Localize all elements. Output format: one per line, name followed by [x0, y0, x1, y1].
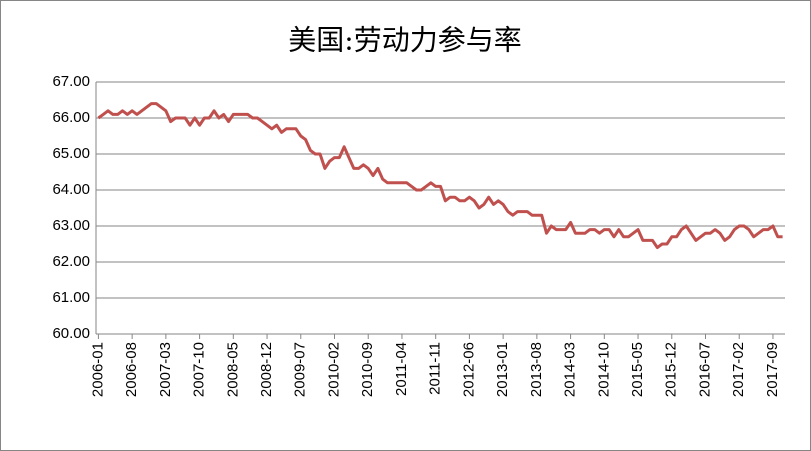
x-tick-label: 2013-01	[494, 342, 511, 397]
x-tick-label: 2014-03	[562, 342, 579, 397]
chart-title: 美国:劳动力参与率	[288, 24, 521, 57]
x-tick-label: 2008-12	[258, 342, 275, 397]
x-tick-label: 2007-10	[191, 342, 208, 397]
x-tick-label: 2013-08	[528, 342, 545, 397]
x-tick-label: 2006-08	[123, 342, 140, 397]
y-tick-label: 63.00	[52, 217, 90, 234]
x-tick-label: 2015-05	[629, 342, 646, 397]
x-tick-label: 2011-04	[393, 342, 410, 396]
y-tick-label: 61.00	[52, 289, 90, 306]
x-tick-label: 2017-09	[764, 342, 781, 397]
x-tick-label: 2010-09	[359, 342, 376, 397]
x-tick-label: 2006-01	[89, 342, 106, 397]
x-tick-label: 2010-02	[325, 342, 342, 397]
x-tick-label: 2007-03	[157, 342, 174, 397]
y-tick-label: 60.00	[52, 325, 90, 342]
x-tick-label: 2016-07	[696, 342, 713, 397]
x-tick-label: 2014-10	[595, 342, 612, 397]
x-tick-label: 2017-02	[730, 342, 747, 397]
y-tick-label: 65.00	[52, 145, 90, 162]
y-tick-label: 67.00	[52, 73, 90, 90]
line-series	[97, 102, 783, 250]
x-tick-label: 2008-05	[224, 342, 241, 397]
x-tick-label: 2012-06	[460, 342, 477, 397]
y-tick-label: 64.00	[52, 181, 90, 198]
x-tick-label: 2009-07	[292, 342, 309, 397]
y-tick-label: 66.00	[52, 109, 90, 126]
y-tick-label: 62.00	[52, 253, 90, 270]
x-tick-label: 2015-12	[663, 342, 680, 397]
x-tick-label: 2011-11	[427, 342, 444, 395]
